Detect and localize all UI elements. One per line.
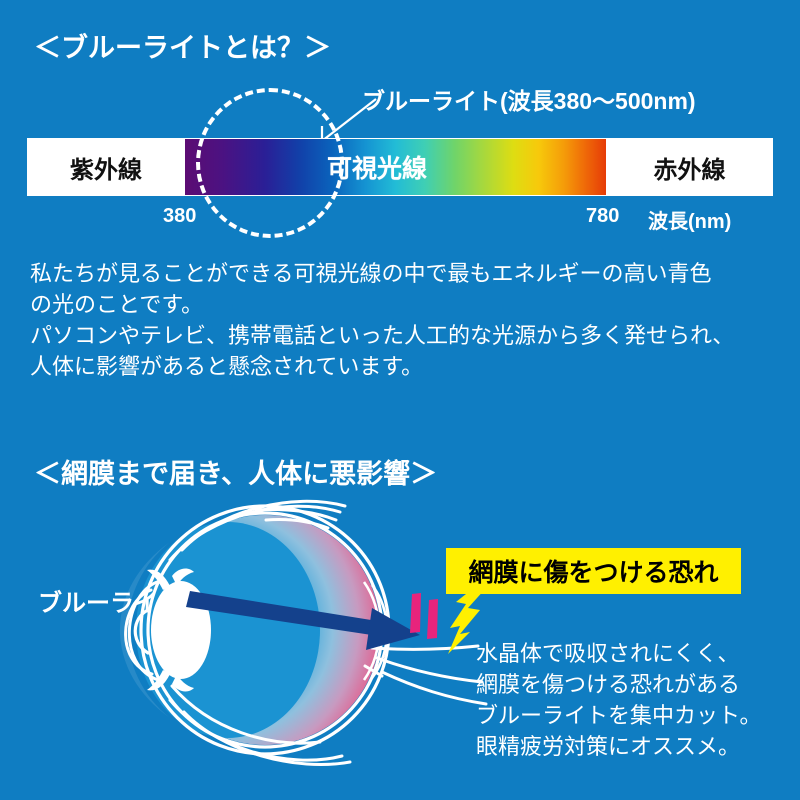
spectrum-axis-unit: 波長(nm) (648, 211, 732, 233)
spectrum-axis-max: 780 (586, 205, 620, 227)
iris-ciliary-body (147, 568, 194, 692)
section1-body-text: 私たちが見ることができる可視光線の中で最もエネルギーの高い青色 の光のことです。… (30, 258, 770, 382)
muscle-strands-top (168, 499, 347, 562)
description-line-2: 網膜を傷つける恐れがある (476, 672, 741, 697)
spectrum-label-infrared: 赤外線 (653, 156, 726, 184)
section2-description: 水晶体で吸収されにくく、 網膜を傷つける恐れがある ブルーライトを集中カット。 … (476, 638, 796, 762)
warning-callout-text: 網膜に傷をつける恐れ (468, 559, 719, 587)
body-line-3: パソコンやテレビ、携帯電話といった人工的な光源から多く発せられ、 (30, 323, 735, 348)
bluelight-range-label: ブルーライト(波長380〜500nm) (362, 88, 696, 114)
warning-callout-box: 網膜に傷をつける恐れ (446, 548, 741, 594)
section1-heading: ＜ブルーライトとは？＞ (34, 33, 331, 63)
eye-anatomy-diagram (119, 499, 488, 766)
section2-heading: ＜網膜まで届き、人体に悪影響＞ (34, 459, 438, 489)
body-line-2: の光のことです。 (30, 292, 204, 317)
optic-nerve (363, 644, 488, 706)
body-line-4: 人体に影響があると懸念されています。 (30, 354, 424, 379)
cornea-outline (124, 580, 160, 682)
body-line-1: 私たちが見ることができる可視光線の中で最もエネルギーの高い青色 (30, 261, 712, 286)
description-line-1: 水晶体で吸収されにくく、 (476, 641, 740, 666)
spectrum-bar: 紫外線 赤外線 可視光線 (27, 138, 773, 196)
muscle-strands-bottom (168, 684, 352, 766)
spectrum-label-ultraviolet: 紫外線 (70, 156, 142, 184)
lightning-bolt-icon (448, 586, 486, 654)
spectrum-axis-min: 380 (163, 205, 197, 227)
description-line-3: ブルーライトを集中カット。 (476, 703, 762, 728)
bluelight-arrow-icon (186, 591, 420, 650)
bluelight-highlight-ellipse-icon (196, 88, 344, 238)
retina-damage-marks (410, 593, 438, 639)
description-line-4: 眼精疲労対策にオススメ。 (476, 734, 741, 759)
bluelight-arrow-label: ブルーライト (38, 590, 182, 617)
